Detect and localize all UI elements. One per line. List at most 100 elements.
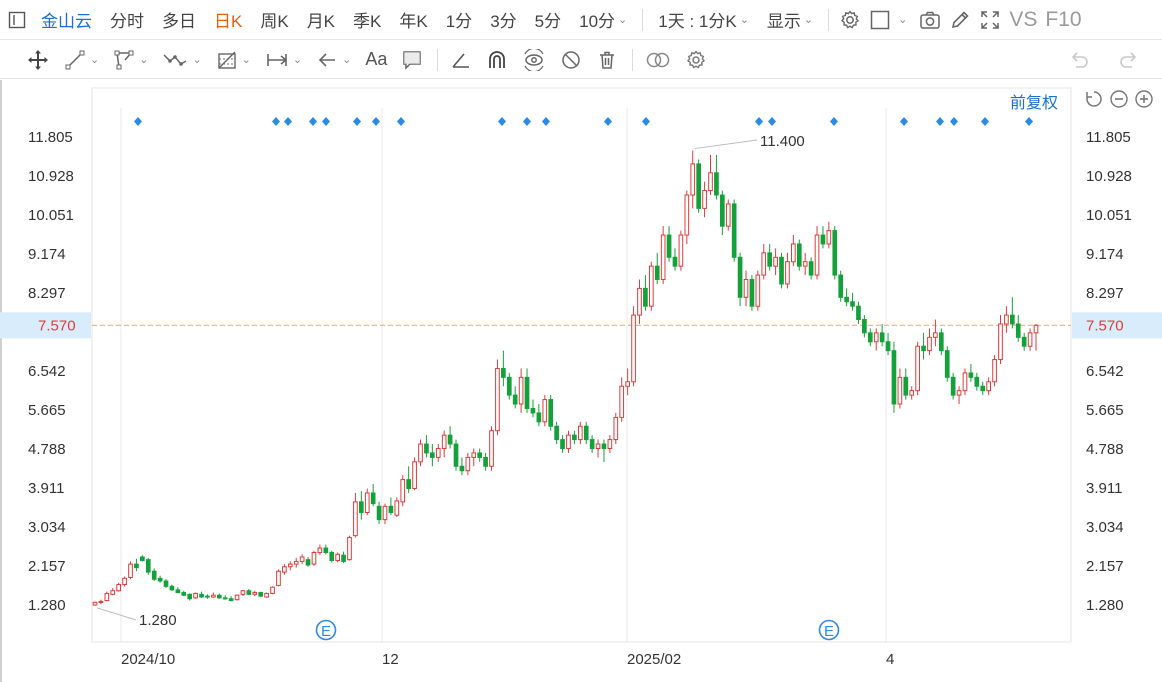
candle-down xyxy=(856,305,861,321)
redo-icon[interactable] xyxy=(1114,45,1144,75)
fib-tool-icon[interactable]: ⌄ xyxy=(216,45,251,75)
sync-select[interactable]: 1天 : 1分K ⌄ xyxy=(649,7,758,32)
x-axis-label: 12 xyxy=(382,651,399,668)
candle-up xyxy=(933,332,938,338)
chevron-down-icon: ⌄ xyxy=(241,54,251,66)
candle-up xyxy=(1004,314,1009,325)
y-axis-label-left: 11.805 xyxy=(28,129,73,146)
channel-tool-icon[interactable]: ⌄ xyxy=(113,45,148,75)
magnet-icon[interactable] xyxy=(486,45,508,75)
candle-down xyxy=(181,592,187,596)
price-adjust-select[interactable]: 前复权 xyxy=(1009,95,1058,112)
candle-up xyxy=(725,203,731,227)
y-axis-label-left: 1.280 xyxy=(28,597,66,614)
candle-down xyxy=(506,376,512,396)
candle-up xyxy=(773,256,778,267)
candle-down xyxy=(714,172,719,196)
candle-up xyxy=(956,390,962,396)
chevron-down-icon: ⌄ xyxy=(90,54,100,66)
current-price-label-left: 7.570 xyxy=(38,317,76,334)
candle-down xyxy=(1009,314,1015,325)
ruler-icon[interactable] xyxy=(450,45,472,75)
candle-up xyxy=(814,234,820,276)
candle-up xyxy=(648,265,654,307)
compare-icon[interactable] xyxy=(645,45,671,75)
candle-down xyxy=(216,594,222,599)
signal-marker xyxy=(134,117,142,126)
candle-down xyxy=(867,332,873,343)
period-intraday[interactable]: 分时 xyxy=(110,12,144,31)
reset-icon[interactable] xyxy=(1083,88,1104,109)
period-yearly-k[interactable]: 年K xyxy=(399,12,428,31)
period-5min[interactable]: 5分 xyxy=(534,12,562,31)
candle-down xyxy=(944,350,950,378)
candle-up xyxy=(992,359,997,383)
period-1min[interactable]: 1分 xyxy=(445,12,473,31)
chevron-down-icon: ⌄ xyxy=(618,14,628,26)
candle-down xyxy=(222,597,228,600)
candle-down xyxy=(376,505,382,521)
zoom-in-icon[interactable] xyxy=(1133,88,1154,109)
candle-down xyxy=(205,595,210,598)
candle-up xyxy=(252,592,258,595)
display-select[interactable]: 显示 ⌄ xyxy=(758,7,822,32)
move-cross-icon[interactable] xyxy=(26,45,50,75)
period-3min[interactable]: 3分 xyxy=(490,12,517,31)
wave-tool-icon[interactable]: ⌄ xyxy=(162,45,202,75)
candle-up xyxy=(802,261,808,267)
hide-icon[interactable] xyxy=(560,45,582,75)
range-tool-icon[interactable]: ⌄ xyxy=(265,45,302,75)
fullscreen-icon[interactable] xyxy=(975,5,1005,35)
text-tool-button[interactable]: Aa xyxy=(365,49,388,69)
eye-lock-icon[interactable] xyxy=(522,45,546,75)
candle-up xyxy=(465,456,471,472)
line-tool-icon[interactable]: ⌄ xyxy=(64,45,99,75)
signal-marker xyxy=(755,117,763,126)
period-daily-k[interactable]: 日K xyxy=(214,12,243,31)
signal-marker xyxy=(981,117,989,126)
candle-down xyxy=(157,577,163,582)
candle-down xyxy=(779,256,784,285)
candle-down xyxy=(169,585,175,591)
chevron-down-icon[interactable]: ⌄ xyxy=(898,14,908,26)
settings-gear-icon[interactable] xyxy=(835,5,865,35)
toolbar-collapse-icon[interactable] xyxy=(2,5,32,35)
candle-up xyxy=(335,553,340,562)
comment-icon[interactable] xyxy=(401,45,423,75)
period-multiday[interactable]: 多日 xyxy=(162,12,196,31)
vs-compare-button[interactable]: VS xyxy=(1009,7,1038,31)
stock-name-tab[interactable]: 金山云 xyxy=(41,12,92,31)
arrow-tool-icon[interactable]: ⌄ xyxy=(316,45,351,75)
zoom-out-icon[interactable] xyxy=(1108,88,1129,109)
square-icon[interactable] xyxy=(865,5,895,35)
tool-settings-icon[interactable] xyxy=(685,45,707,75)
period-monthly-k[interactable]: 月K xyxy=(306,12,336,31)
undo-icon[interactable] xyxy=(1064,45,1094,75)
signal-marker xyxy=(397,117,405,126)
minute-period-select[interactable]: 10分 ⌄ xyxy=(570,7,636,32)
trash-icon[interactable] xyxy=(596,45,618,75)
candle-down xyxy=(530,407,536,414)
candle-down xyxy=(459,465,465,472)
f10-button[interactable]: F10 xyxy=(1045,7,1082,31)
candle-up xyxy=(690,163,696,196)
candle-up xyxy=(311,552,317,565)
candle-up xyxy=(909,390,915,396)
candle-up xyxy=(684,194,690,236)
camera-icon[interactable] xyxy=(915,5,945,35)
pencil-icon[interactable] xyxy=(945,5,975,35)
candle-up xyxy=(755,274,761,307)
candle-up xyxy=(211,594,216,598)
period-weekly-k[interactable]: 周K xyxy=(260,12,289,31)
candle-up xyxy=(542,399,548,423)
candle-down xyxy=(583,425,589,441)
candle-down xyxy=(974,376,980,387)
candle-up xyxy=(1033,324,1039,334)
x-axis-label: 4 xyxy=(886,651,894,668)
candle-up xyxy=(566,434,571,449)
y-axis-label-right: 2.157 xyxy=(1086,558,1124,575)
event-marker xyxy=(818,619,840,641)
period-quarterly-k[interactable]: 季K xyxy=(353,12,382,31)
candle-down xyxy=(329,552,335,562)
